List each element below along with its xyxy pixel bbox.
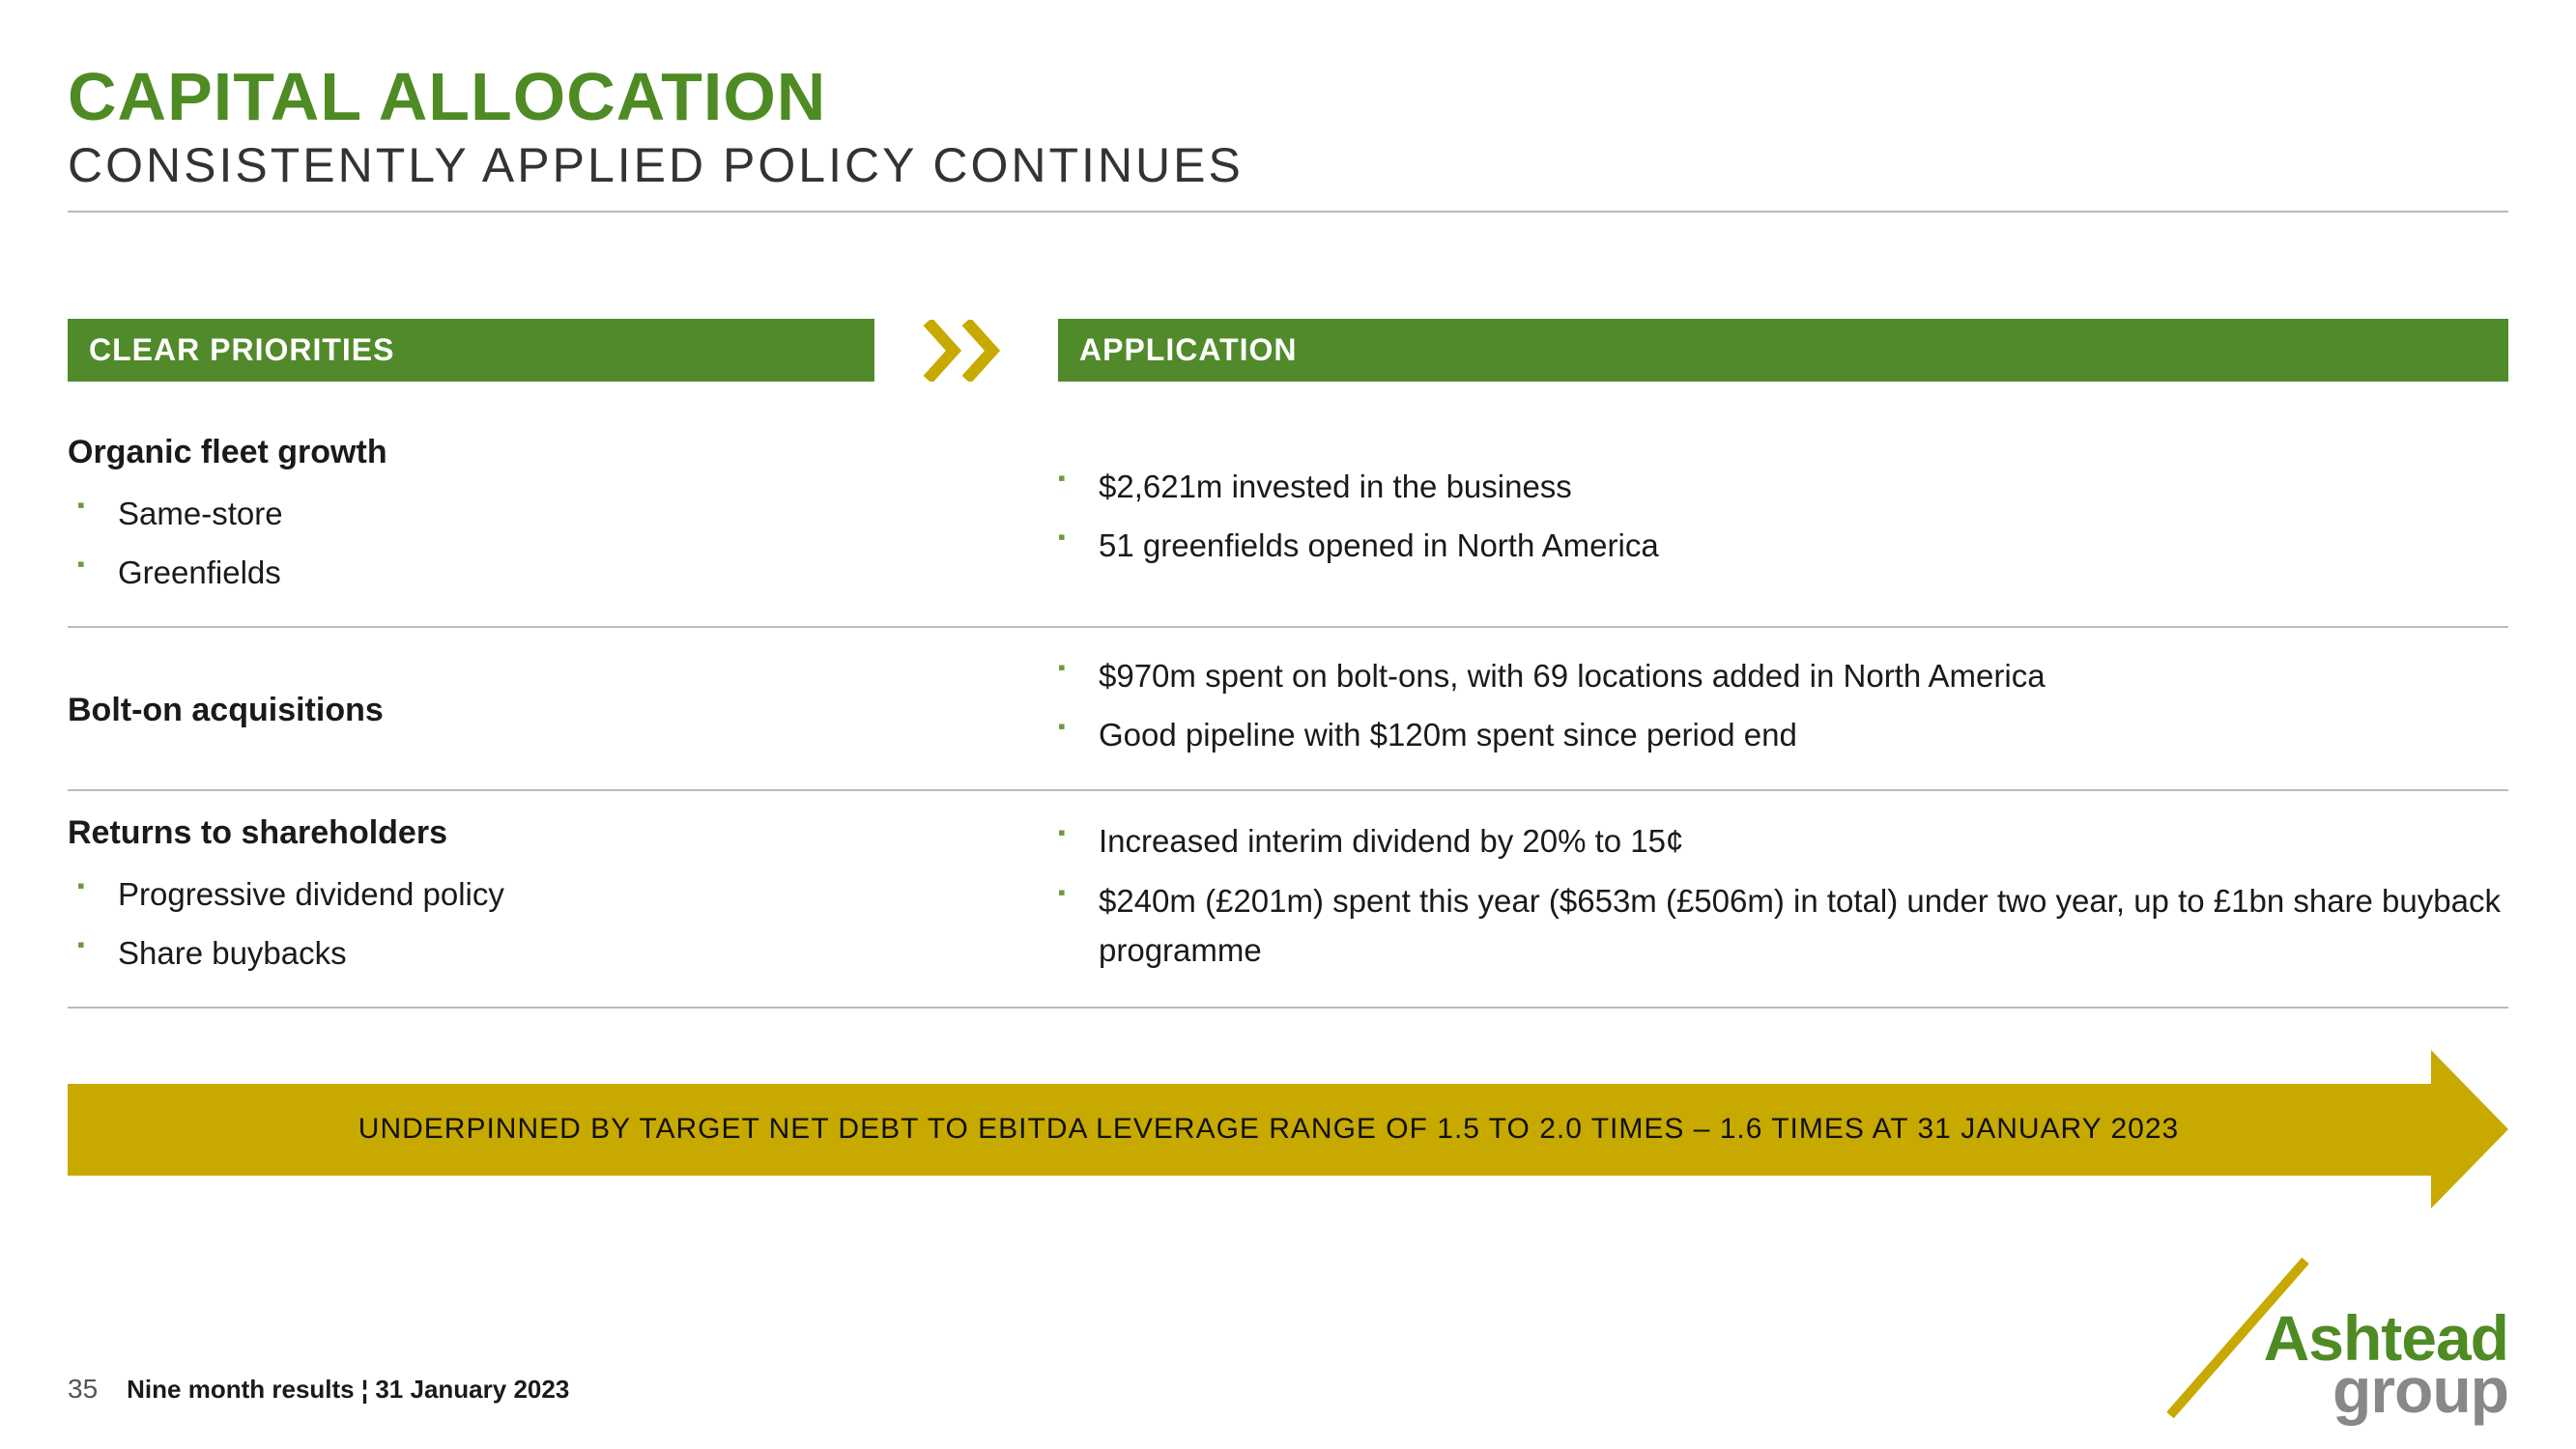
list-item: $970m spent on bolt-ons, with 69 locatio… (1058, 651, 2508, 700)
list-item: $240m (£201m) spent this year ($653m (£5… (1058, 876, 2508, 975)
list-item-text: Greenfields (118, 554, 281, 590)
list-item-text: Progressive dividend policy (118, 876, 504, 912)
page-number: 35 (68, 1374, 98, 1405)
row-left: Returns to shareholders Progressive divi… (68, 814, 874, 987)
list-item-text: Share buybacks (118, 935, 347, 971)
row-organic-growth: Organic fleet growth Same-store Greenfie… (68, 411, 2508, 628)
list-item-text: 51 greenfields opened in North America (1099, 527, 1659, 563)
page-title: CAPITAL ALLOCATION (68, 58, 2508, 135)
page-subtitle: CONSISTENTLY APPLIED POLICY CONTINUES (68, 137, 2508, 193)
banner-arrow: UNDERPINNED BY TARGET NET DEBT TO EBITDA… (68, 1084, 2508, 1176)
list-item: Good pipeline with $120m spent since per… (1058, 710, 2508, 759)
footer-text: Nine month results ¦ 31 January 2023 (127, 1375, 569, 1405)
list-item-text: Same-store (118, 496, 283, 531)
row-right: $2,621m invested in the business 51 gree… (1058, 434, 2508, 607)
header-priorities: CLEAR PRIORITIES (68, 319, 874, 382)
row-left: Bolt-on acquisitions (68, 651, 874, 769)
row-right: $970m spent on bolt-ons, with 69 locatio… (1058, 651, 2508, 769)
list-item: Progressive dividend policy (68, 869, 855, 919)
list-item: Same-store (68, 489, 855, 538)
chevron-right-icon (874, 320, 1058, 382)
header-application: APPLICATION (1058, 319, 2508, 382)
banner-text: UNDERPINNED BY TARGET NET DEBT TO EBITDA… (68, 1084, 2431, 1176)
arrow-head-icon (2431, 1050, 2508, 1208)
list-item-text: $2,621m invested in the business (1099, 469, 1572, 504)
list-item-text: Increased interim dividend by 20% to 15¢ (1099, 823, 1683, 859)
slide: CAPITAL ALLOCATION CONSISTENTLY APPLIED … (0, 0, 2576, 1449)
list-item-text: Good pipeline with $120m spent since per… (1099, 717, 1797, 753)
title-divider (68, 211, 2508, 213)
list-item-text: $970m spent on bolt-ons, with 69 locatio… (1099, 658, 2046, 694)
column-headers: CLEAR PRIORITIES APPLICATION (68, 319, 2508, 382)
row-bolt-on: Bolt-on acquisitions $970m spent on bolt… (68, 628, 2508, 790)
row-right: Increased interim dividend by 20% to 15¢… (1058, 814, 2508, 987)
list-item: Increased interim dividend by 20% to 15¢ (1058, 816, 2508, 866)
list-item-text: $240m (£201m) spent this year ($653m (£5… (1099, 883, 2501, 968)
row-title: Bolt-on acquisitions (68, 692, 855, 729)
list-item: Greenfields (68, 548, 855, 597)
ashtead-logo: Ashtead group (2180, 1265, 2508, 1420)
list-item: Share buybacks (68, 928, 855, 978)
footer: 35 Nine month results ¦ 31 January 2023 (68, 1374, 569, 1405)
list-item: 51 greenfields opened in North America (1058, 521, 2508, 570)
row-title: Returns to shareholders (68, 814, 855, 852)
row-returns: Returns to shareholders Progressive divi… (68, 791, 2508, 1009)
list-item: $2,621m invested in the business (1058, 462, 2508, 511)
row-title: Organic fleet growth (68, 434, 855, 471)
content-rows: Organic fleet growth Same-store Greenfie… (68, 411, 2508, 1009)
logo-text: Ashtead group (2264, 1312, 2508, 1416)
row-left: Organic fleet growth Same-store Greenfie… (68, 434, 874, 607)
